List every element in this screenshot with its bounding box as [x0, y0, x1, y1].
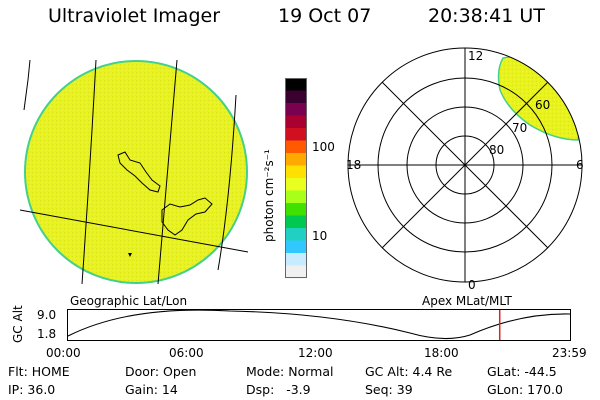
colorbar-tick-100: 100 — [312, 140, 335, 154]
timeline-ytick-1-8: 1.8 — [37, 327, 56, 341]
mlt-label-18: 18 — [346, 158, 361, 172]
colorbar-cell — [285, 165, 307, 179]
timeline-ytick-9: 9.0 — [37, 308, 56, 322]
mode-status: Mode: Normal — [246, 364, 334, 379]
mlat-label-60: 60 — [535, 98, 550, 112]
timeline-ylabel: GC Alt — [11, 305, 25, 343]
colorbar — [285, 78, 307, 279]
polar-panel-label: Apex MLat/MLT — [422, 294, 512, 308]
polar-grid — [347, 47, 583, 283]
colorbar-cell — [285, 103, 307, 116]
colorbar-cell — [285, 115, 307, 129]
mlat-label-80: 80 — [489, 143, 504, 157]
time-tick-1200: 12:00 — [298, 346, 333, 360]
time-tick-2359: 23:59 — [552, 346, 587, 360]
graticule-lines — [19, 59, 249, 285]
glat-value: GLat: -44.5 — [487, 364, 557, 379]
colorbar-cell — [285, 265, 307, 279]
altitude-timeline: GC Alt 9.0 1.8 — [11, 305, 571, 343]
colorbar-cell — [285, 253, 307, 266]
polar-plot: 12 18 6 0 60 70 80 — [346, 47, 584, 292]
time-label: 20:38:41 UT — [428, 5, 545, 27]
mlat-label-70: 70 — [512, 121, 527, 135]
app-title: Ultraviolet Imager — [48, 5, 221, 27]
altitude-curve — [67, 309, 571, 340]
earth-disk — [24, 60, 248, 284]
colorbar-cell — [285, 128, 307, 141]
seq-value: Seq: 39 — [365, 382, 413, 397]
colorbar-cell — [285, 178, 307, 191]
door-status: Door: Open — [125, 364, 197, 379]
geo-marker — [128, 253, 132, 257]
colorbar-cell — [285, 190, 307, 204]
coastline — [117, 151, 213, 236]
geographic-image-panel — [19, 59, 249, 285]
gc-alt-value: GC Alt: 4.4 Re — [365, 364, 453, 379]
ip-value: IP: 36.0 — [8, 382, 56, 397]
colorbar-cell — [285, 90, 307, 104]
mlt-label-12: 12 — [468, 49, 483, 63]
time-tick-0000: 00:00 — [46, 346, 81, 360]
time-tick-0600: 06:00 — [169, 346, 204, 360]
time-tick-1800: 18:00 — [424, 346, 459, 360]
colorbar-cell — [285, 78, 307, 91]
flight-status: Flt: HOME — [8, 364, 70, 379]
colorbar-cell — [285, 240, 307, 254]
colorbar-cell — [285, 215, 307, 229]
colorbar-cell — [285, 203, 307, 216]
colorbar-cell — [285, 228, 307, 241]
mlt-label-0: 0 — [468, 278, 476, 292]
colorbar-unit-label: photon cm⁻²s⁻¹ — [262, 149, 276, 242]
date-label: 19 Oct 07 — [278, 5, 372, 27]
geo-panel-label: Geographic Lat/Lon — [70, 294, 188, 308]
mlt-label-6: 6 — [576, 158, 584, 172]
colorbar-tick-10: 10 — [312, 229, 328, 243]
colorbar-cell — [285, 140, 307, 154]
dsp-value: Dsp: -3.9 — [246, 382, 311, 397]
colorbar-cell — [285, 153, 307, 166]
glon-value: GLon: 170.0 — [487, 382, 563, 397]
gain-value: Gain: 14 — [125, 382, 178, 397]
